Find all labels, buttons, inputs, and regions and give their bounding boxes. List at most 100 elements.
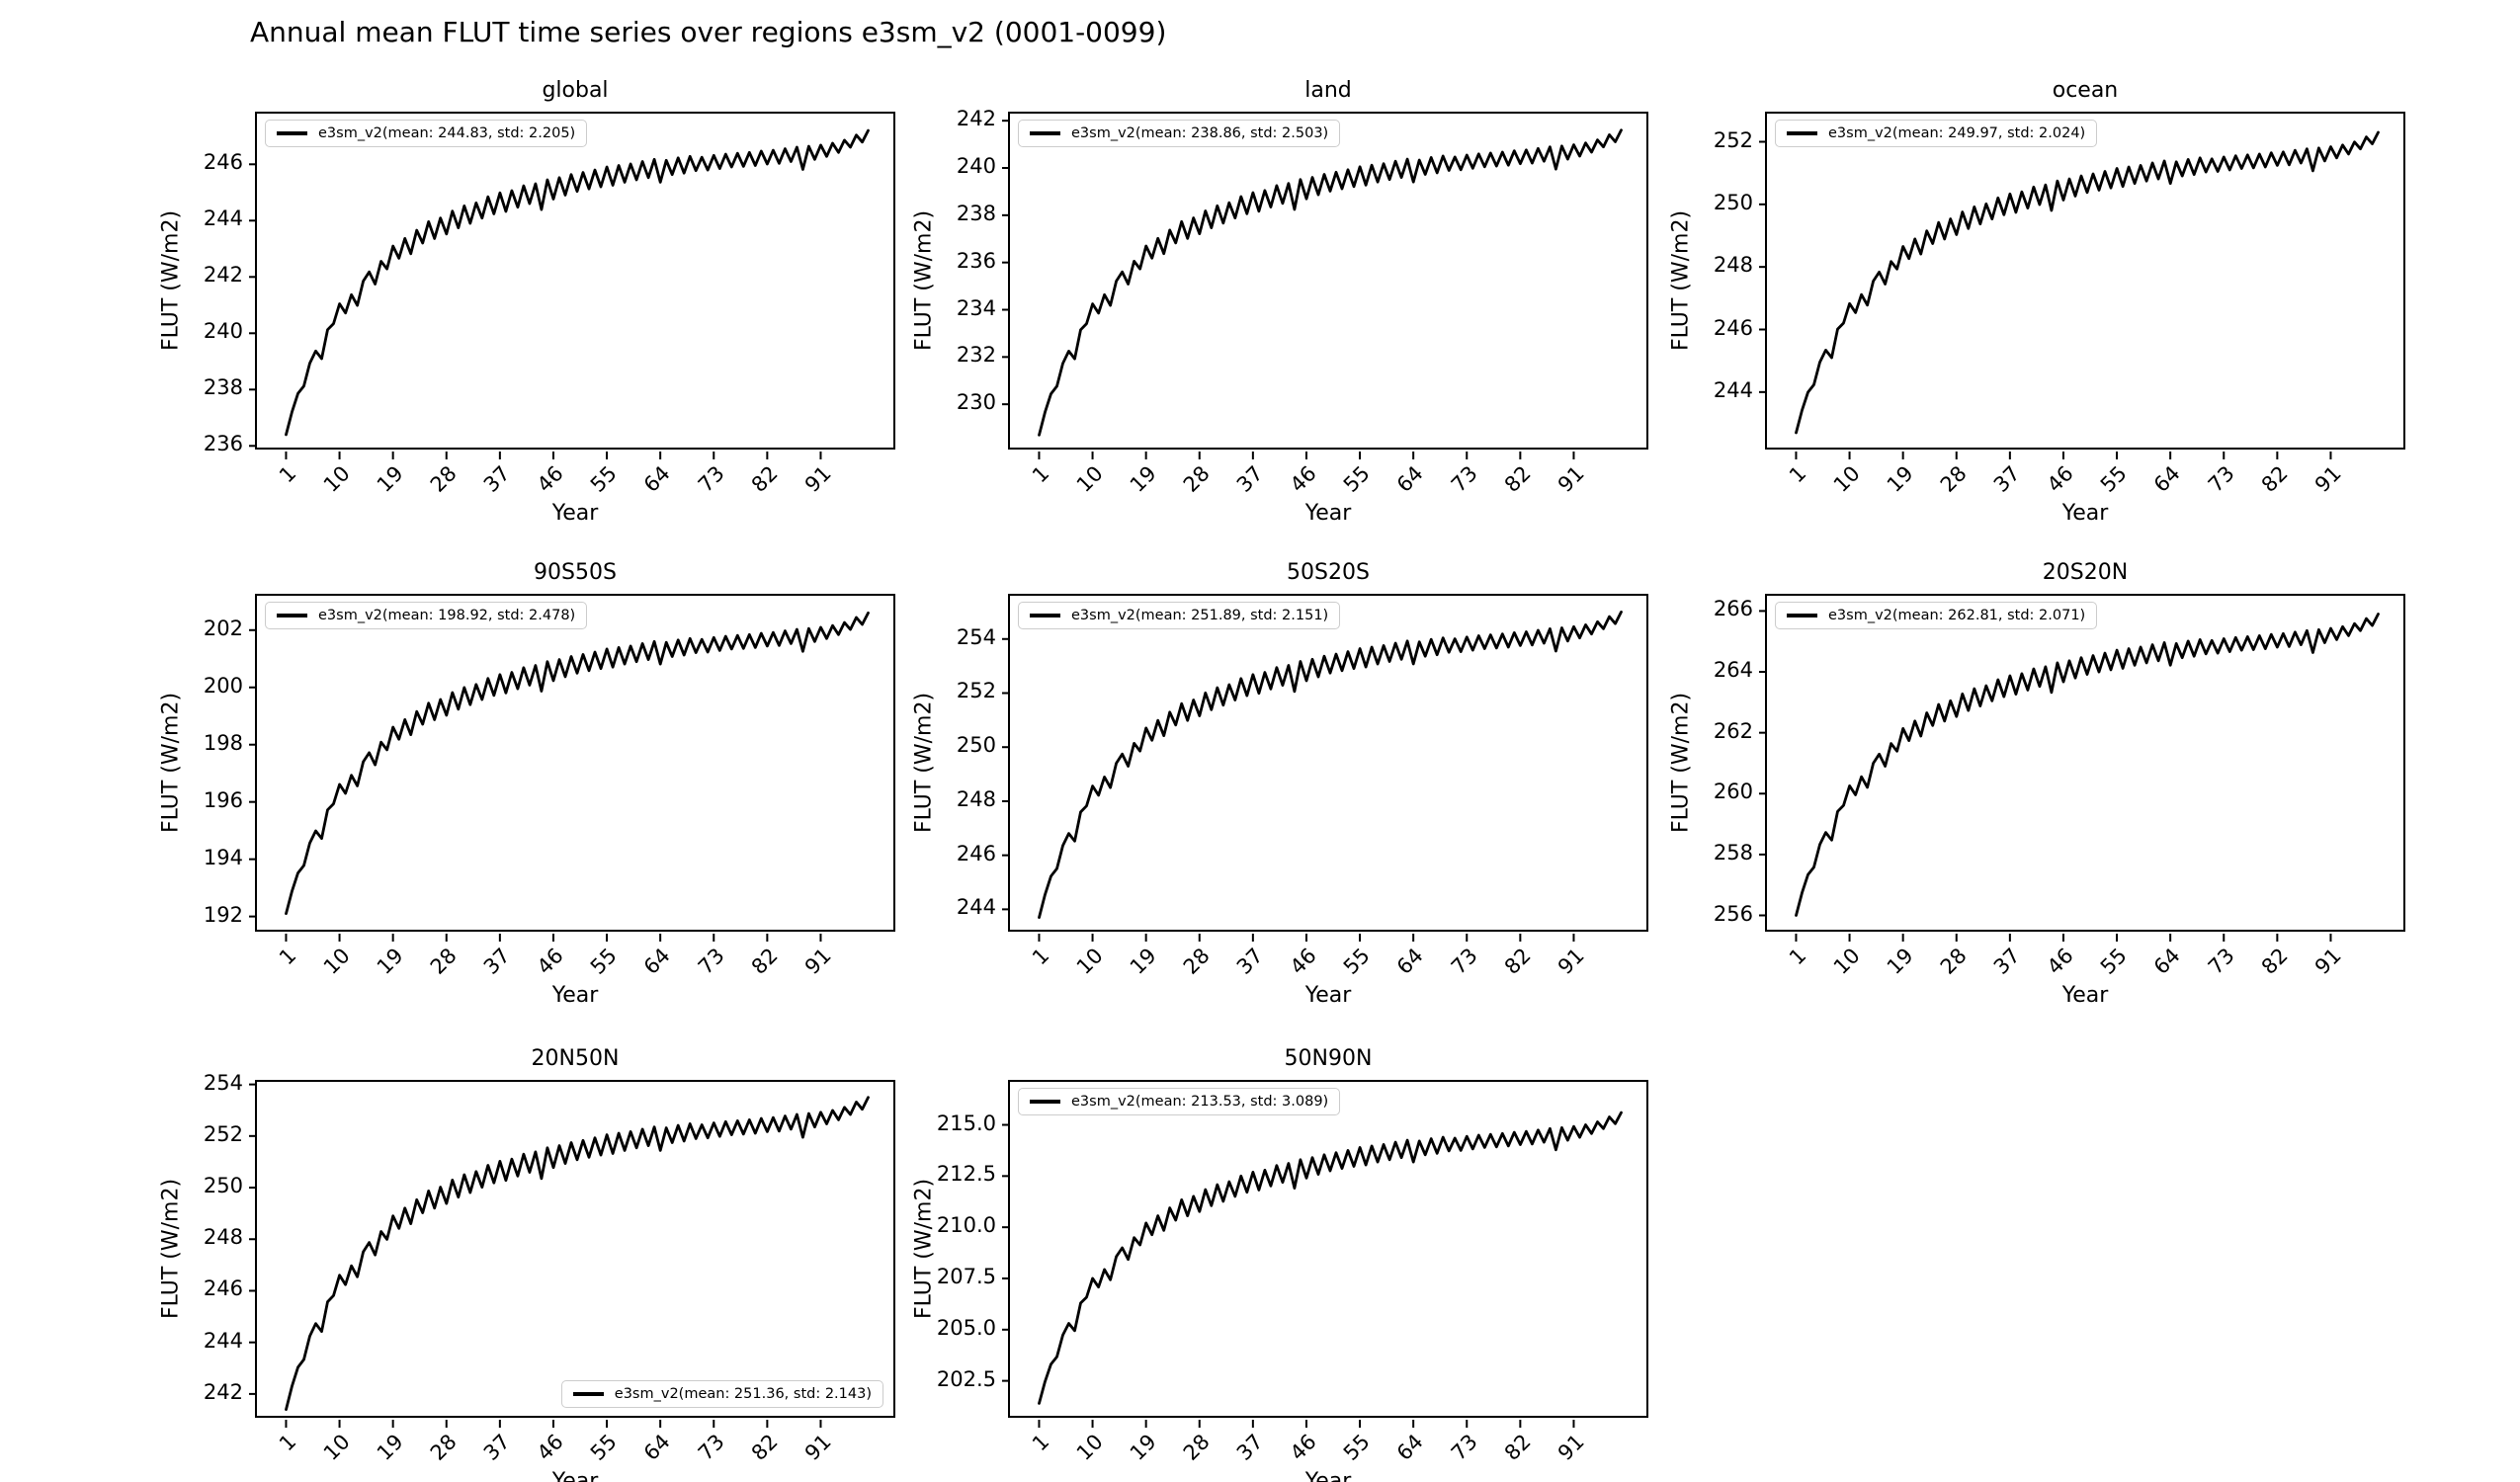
x-axis-label: Year [1304,501,1352,526]
y-tick-label: 248 [203,1225,243,1250]
x-tick-label: 64 [639,1430,676,1465]
x-tick-label: 28 [1178,944,1215,979]
x-tick-label: 55 [586,1430,623,1465]
subplot-title: 90S50S [534,560,617,585]
y-axis-label: FLUT (W/m2) [158,692,184,834]
x-tick-label: 19 [372,1430,408,1465]
axes-box [1759,594,2405,942]
x-tick-label: 1 [1784,944,1811,970]
x-tick-label: 46 [533,461,568,497]
x-tick-label: 91 [1553,944,1589,979]
y-tick-label: 215.0 [936,1111,996,1135]
x-tick-label: 37 [478,1430,515,1465]
y-tick-label: 205.0 [936,1315,996,1340]
legend: e3sm_v2(mean: 244.83, std: 2.205) [265,120,588,147]
x-tick-label: 37 [1988,944,2025,979]
y-tick-label: 236 [956,248,996,273]
x-tick-label: 91 [1553,1430,1589,1465]
y-tick-label: 264 [1713,658,1753,683]
tick-marks [249,163,822,459]
y-tick-label: 244 [956,895,996,920]
data-line-e3sm_v2 [285,611,870,916]
x-tick-label: 10 [1828,944,1865,979]
legend-label: e3sm_v2(mean: 213.53, std: 3.089) [1071,1094,1329,1110]
y-tick-label: 250 [203,1174,243,1198]
legend: e3sm_v2(mean: 251.89, std: 2.151) [1018,602,1341,629]
line-plot [1759,130,2380,459]
y-tick-label: 194 [203,845,243,869]
x-axis-label: Year [2061,983,2109,1008]
line-plot [1002,120,1623,459]
x-axis-label: Year [551,1469,599,1482]
x-tick-label: 28 [425,944,462,979]
x-axis-label: Year [1304,1469,1352,1482]
y-tick-label: 198 [203,730,243,755]
x-tick-label: 55 [1339,461,1376,497]
figure-title: Annual mean FLUT time series over region… [250,16,1167,48]
y-tick-label: 262 [1713,718,1753,743]
axes-box [1002,112,1648,459]
y-tick-label: 242 [203,263,243,288]
y-tick-label: 254 [956,624,996,649]
axes-box [249,112,895,459]
y-tick-label: 230 [956,390,996,415]
line-plot [249,128,870,459]
x-tick-label: 1 [274,1430,301,1456]
tick-marks [1002,637,1575,942]
x-tick-label: 82 [1499,461,1536,497]
y-tick-label: 246 [203,150,243,175]
y-tick-label: 246 [1713,315,1753,340]
legend-line-sample [1030,1100,1060,1104]
legend: e3sm_v2(mean: 238.86, std: 2.503) [1018,120,1341,147]
legend-label: e3sm_v2(mean: 238.86, std: 2.503) [1071,125,1329,141]
x-tick-label: 37 [1231,944,1268,979]
axes-box [1002,1080,1648,1428]
legend-label: e3sm_v2(mean: 198.92, std: 2.478) [318,608,576,623]
x-tick-label: 10 [1071,1430,1108,1465]
x-tick-label: 91 [799,1430,836,1465]
x-tick-label: 91 [2310,461,2346,497]
x-tick-label: 10 [318,1430,355,1465]
x-tick-label: 46 [2043,944,2078,979]
legend: e3sm_v2(mean: 262.81, std: 2.071) [1775,602,2098,629]
x-tick-label: 37 [478,944,515,979]
x-tick-label: 55 [586,461,623,497]
x-tick-label: 28 [1935,944,1972,979]
data-line-e3sm_v2 [1038,128,1623,437]
x-axis-label: Year [1304,983,1352,1008]
y-tick-label: 254 [203,1070,243,1095]
y-tick-label: 244 [1713,377,1753,402]
x-tick-label: 55 [1339,1430,1376,1465]
x-tick-label: 55 [2096,461,2133,497]
x-tick-label: 1 [1784,461,1811,488]
x-tick-label: 19 [1125,1430,1161,1465]
axes-box [249,1080,895,1428]
y-tick-label: 242 [956,107,996,131]
x-tick-label: 64 [1392,944,1429,979]
tick-marks [1759,610,2332,942]
x-tick-label: 82 [1499,1430,1536,1465]
x-tick-label: 73 [1446,461,1482,497]
legend: e3sm_v2(mean: 249.97, std: 2.024) [1775,120,2098,147]
y-tick-label: 248 [1713,253,1753,278]
tick-marks [249,628,822,942]
x-tick-label: 91 [2310,944,2346,979]
y-axis-label: FLUT (W/m2) [158,1178,184,1320]
y-tick-label: 196 [203,787,243,812]
x-tick-label: 73 [693,1430,729,1465]
y-tick-label: 202 [203,616,243,640]
legend-line-sample [1030,614,1060,618]
x-tick-label: 73 [1446,944,1482,979]
y-tick-label: 266 [1713,597,1753,621]
y-tick-label: 244 [203,206,243,231]
subplot-title: ocean [2052,78,2119,103]
x-tick-label: 10 [318,944,355,979]
y-axis-label: FLUT (W/m2) [158,209,184,352]
x-tick-label: 64 [639,944,676,979]
x-tick-label: 55 [586,944,623,979]
x-tick-label: 73 [693,461,729,497]
subplot-title: 20S20N [2042,560,2129,585]
y-tick-label: 234 [956,295,996,320]
x-tick-label: 82 [2256,461,2293,497]
